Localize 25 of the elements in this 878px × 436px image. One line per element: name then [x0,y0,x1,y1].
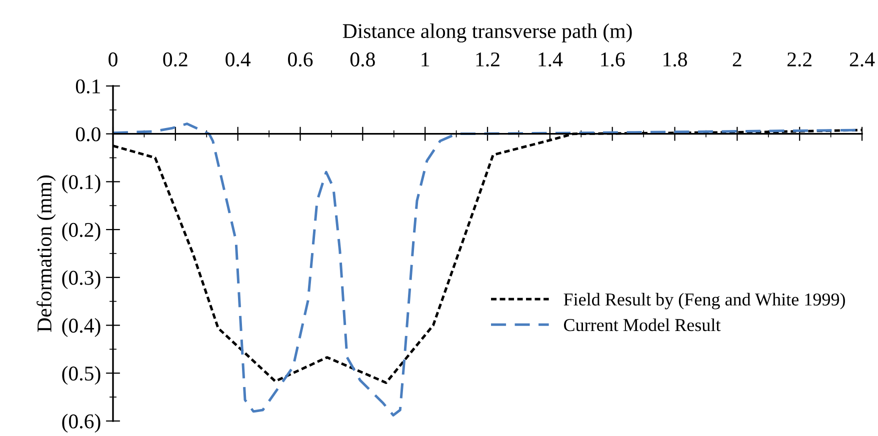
x-tick-label: 2 [732,52,742,66]
x-tick-label: 1.8 [664,52,687,67]
x-tick-label: 2.4 [850,52,875,67]
x-axis-title: Distance along transverse path (m) [342,23,632,42]
x-tick-label: 0.4 [226,52,251,67]
y-tick-label: 0.0 [76,127,100,142]
x-tick-label: 0.8 [350,52,375,67]
y-tick-label: (0.5) [62,366,100,385]
y-axis-title: Deformation (mm) [36,175,56,332]
legend-label: Current Model Result [564,318,721,332]
y-tick-label: (0.1) [62,174,100,194]
y-tick-label: (0.3) [62,270,100,290]
y-tick-label: (0.4) [62,318,100,337]
y-tick-label: 0.1 [76,79,100,94]
x-tick-label: 0 [108,52,118,66]
x-tick-label: 0.6 [288,52,313,67]
x-tick-label: 0.2 [163,52,188,67]
legend-label: Field Result by (Feng and White 1999) [564,292,845,310]
y-tick-label: (0.2) [62,222,100,242]
y-tick-label: (0.6) [62,414,100,433]
x-tick-label: 1 [422,52,430,66]
x-tick-label: 1.4 [538,52,563,67]
x-tick-label: 1.6 [601,52,625,67]
x-tick-label: 2.2 [787,52,812,67]
x-tick-label: 1.2 [476,52,500,67]
